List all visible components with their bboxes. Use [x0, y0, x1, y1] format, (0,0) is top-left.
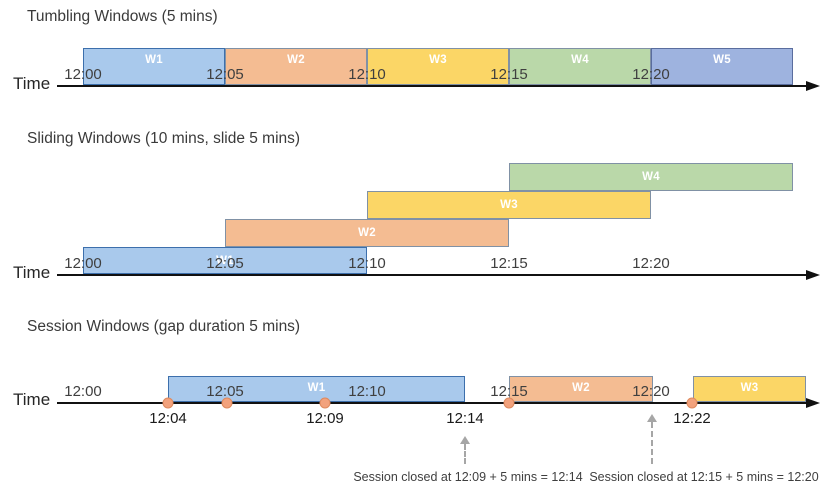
time-tick-label: 12:00: [64, 66, 102, 83]
window-box-session-w1: W1: [168, 376, 465, 402]
time-axis-line: [57, 85, 806, 87]
event-time-label: 12:14: [446, 410, 484, 427]
window-label: W3: [429, 54, 447, 66]
window-box-session-w3: W3: [693, 376, 806, 402]
window-box-session-w2: W2: [509, 376, 653, 402]
callout-arrow-stem: [464, 444, 466, 464]
axis-arrow-icon: [806, 270, 820, 280]
event-time-label: 12:04: [149, 410, 187, 427]
axis-arrow-icon: [806, 398, 820, 408]
window-box-tumbling-w5: W5: [651, 48, 793, 85]
time-axis-line: [57, 274, 806, 276]
session-annotation: Session closed at 12:09 + 5 mins = 12:14: [353, 470, 583, 484]
event-dot: [319, 397, 331, 409]
callout-arrow-stem: [651, 422, 653, 464]
event-time-label: 12:09: [306, 410, 344, 427]
time-tick-label: 12:20: [632, 255, 670, 272]
window-label: W5: [713, 54, 731, 66]
window-label: W1: [216, 254, 234, 267]
window-box-sliding-w3: W3: [367, 191, 651, 219]
section-title-session: Session Windows (gap duration 5 mins): [27, 318, 301, 335]
section-title-sliding: Sliding Windows (10 mins, slide 5 mins): [27, 130, 301, 147]
time-axis-caption: Time: [13, 263, 51, 282]
window-box-tumbling-w2: W2: [225, 48, 367, 85]
event-time-label: 12:22: [673, 410, 711, 427]
window-box-sliding-w1: W1: [83, 247, 367, 274]
window-label: W1: [145, 54, 163, 66]
time-tick-label: 12:00: [64, 255, 102, 272]
window-label: W4: [642, 171, 660, 183]
time-tick-label: 12:10: [348, 383, 386, 400]
axis-arrow-icon: [806, 81, 820, 91]
time-tick-label: 12:05: [206, 66, 244, 83]
event-dot: [221, 397, 233, 409]
event-dot: [686, 397, 698, 409]
window-label: W2: [572, 382, 590, 394]
event-dot: [503, 397, 515, 409]
time-tick-label: 12:15: [490, 66, 528, 83]
window-label: W2: [287, 54, 305, 66]
callout-arrow-icon: [647, 414, 657, 422]
section-title-tumbling: Tumbling Windows (5 mins): [27, 8, 218, 25]
time-tick-label: 12:00: [64, 383, 102, 400]
time-tick-label: 12:05: [206, 255, 244, 272]
window-label: W1: [307, 382, 326, 394]
time-axis-caption: Time: [13, 390, 51, 409]
window-box-tumbling-w4: W4: [509, 48, 651, 85]
time-tick-label: 12:20: [632, 66, 670, 83]
window-box-sliding-w2: W2: [225, 219, 509, 247]
window-label: W2: [358, 227, 376, 239]
window-box-sliding-w4: W4: [509, 163, 793, 191]
window-box-tumbling-w3: W3: [367, 48, 509, 85]
time-axis-caption: Time: [13, 74, 51, 93]
event-dot: [162, 397, 174, 409]
time-tick-label: 12:05: [206, 383, 244, 400]
time-tick-label: 12:15: [490, 255, 528, 272]
time-tick-label: 12:15: [490, 383, 528, 400]
window-label: W4: [571, 54, 589, 66]
window-label: W3: [740, 382, 759, 394]
window-box-tumbling-w1: W1: [83, 48, 225, 85]
callout-arrow-icon: [460, 436, 470, 444]
time-axis-line: [57, 402, 806, 404]
time-tick-label: 12:10: [348, 255, 386, 272]
session-annotation: Session closed at 12:15 + 5 mins = 12:20: [589, 470, 819, 484]
time-tick-label: 12:10: [348, 66, 386, 83]
window-label: W3: [500, 199, 518, 211]
time-tick-label: 12:20: [632, 383, 670, 400]
